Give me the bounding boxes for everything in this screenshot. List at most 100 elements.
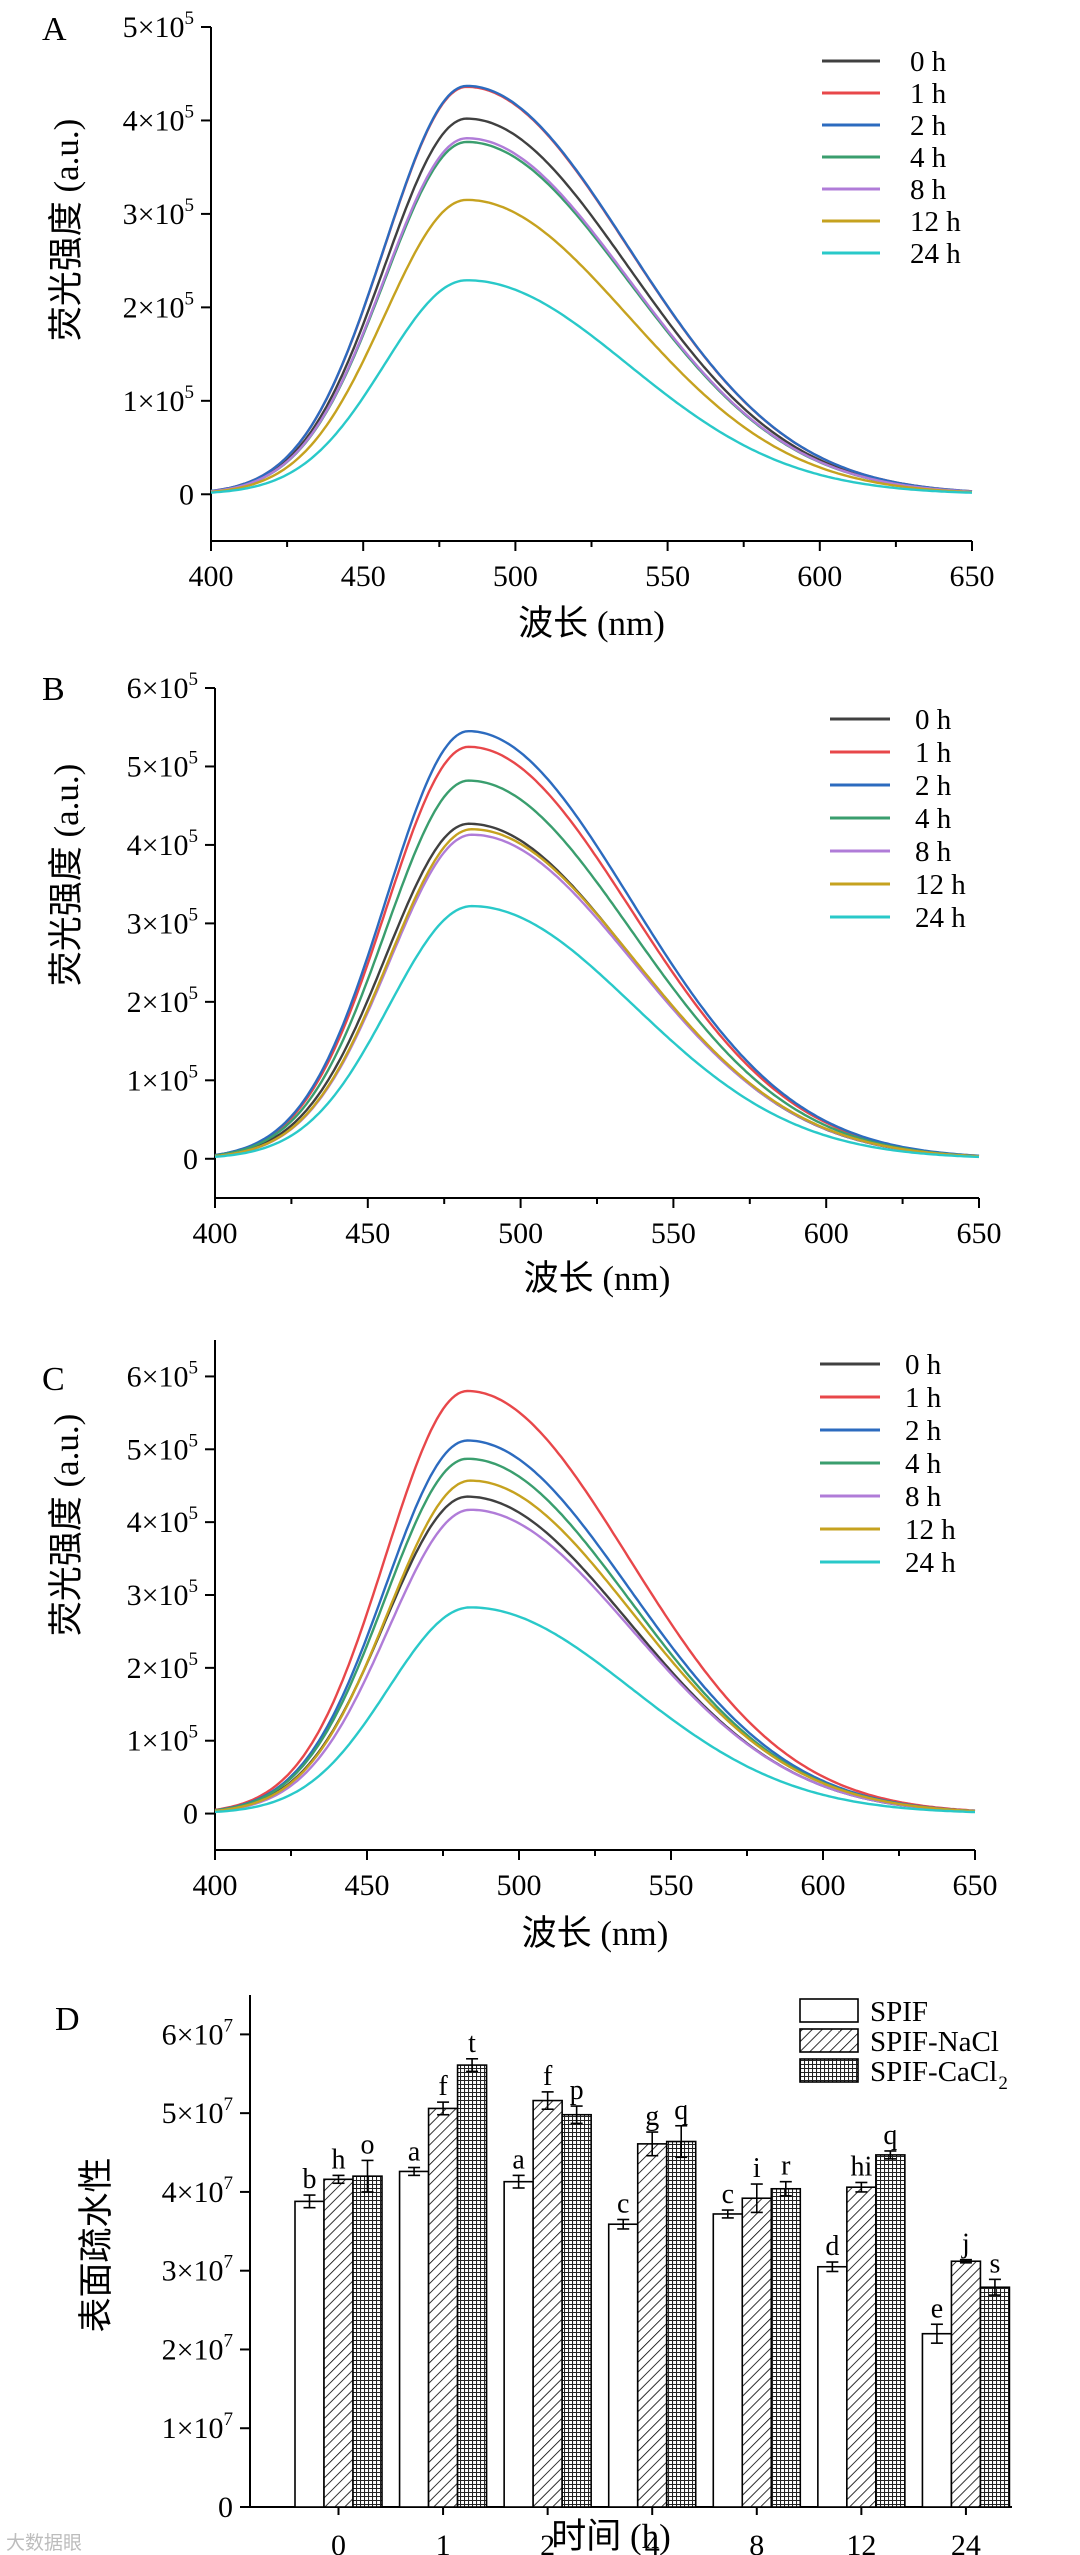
x-tick-label: 8 [749, 2529, 764, 2555]
series-line-8h [210, 136, 973, 493]
legend-subscript: 2 [998, 2073, 1008, 2094]
y-tick-label: 5×105 [127, 747, 198, 783]
significance-letter: hi [850, 2151, 872, 2182]
legend-label: 12 h [905, 1514, 956, 1546]
bar [503, 2180, 534, 2508]
bar [398, 2170, 430, 2508]
legend-label: 12 h [910, 206, 961, 238]
y-tick-label: 2×105 [127, 983, 198, 1019]
bar [979, 2286, 1011, 2508]
x-tick-label: 400 [193, 1869, 238, 1902]
series-line-1h [214, 1389, 976, 1812]
legend-label: 24 h [915, 902, 966, 934]
bar [875, 2154, 906, 2508]
significance-letter: c [722, 2179, 734, 2210]
y-tick-label: 0 [183, 1143, 198, 1176]
legend-label: 12 h [915, 869, 966, 901]
y-tick-label: 1×105 [127, 1722, 198, 1758]
x-tick-label: 550 [651, 1217, 696, 1250]
panel-label: A [42, 11, 67, 48]
legend-label: 8 h [910, 174, 947, 206]
significance-letter: c [617, 2188, 629, 2219]
legend-swatch [799, 2028, 859, 2053]
legend-swatch [799, 1998, 859, 2023]
significance-letter: s [989, 2248, 1000, 2279]
bar [323, 2178, 354, 2508]
significance-letter: a [512, 2144, 525, 2175]
series-line-12h [210, 198, 973, 494]
legend-label: 4 h [910, 142, 947, 174]
x-tick-label: 1 [436, 2529, 451, 2555]
y-tick-label: 1×105 [127, 1061, 198, 1097]
y-tick-label: 3×105 [123, 195, 194, 231]
y-tick-label: 0 [218, 2491, 233, 2524]
y-tick-label: 4×107 [162, 2173, 233, 2209]
y-tick-label: 6×105 [127, 669, 198, 705]
x-axis-title: 波长 (nm) [524, 1259, 671, 1298]
legend-label: 8 h [905, 1481, 942, 1513]
x-axis-title: 时间 (h) [551, 2517, 671, 2555]
bar [770, 2187, 802, 2508]
series-line-12h [214, 1479, 976, 1813]
series-line-4h [214, 1457, 976, 1813]
series-line-1h [210, 85, 973, 493]
series-line-2h [214, 730, 980, 1157]
x-tick-label: 0 [331, 2529, 346, 2555]
bar [294, 2200, 325, 2508]
y-tick-label: 3×107 [162, 2252, 233, 2288]
panel-a: A 0 1×105 2×105 3×105 4×105 5×105 400 450 500 550 6… [42, 8, 995, 643]
x-tick-label: 12 [846, 2529, 876, 2555]
y-tick-label: 4×105 [127, 826, 198, 862]
bar [712, 2213, 744, 2508]
legend-label: 2 h [910, 110, 947, 142]
significance-letter: d [825, 2231, 839, 2262]
legend-label: 0 h [905, 1349, 942, 1381]
bar [532, 2099, 563, 2508]
x-tick-label: 500 [493, 560, 538, 593]
legend-label: 0 h [915, 704, 952, 736]
significance-letter: f [438, 2071, 448, 2102]
x-axis-title: 波长 (nm) [522, 1914, 669, 1953]
series-line-8h [214, 1508, 976, 1813]
y-tick-label: 2×105 [127, 1649, 198, 1685]
bar [921, 2332, 953, 2508]
significance-letter: q [883, 2120, 897, 2151]
legend-label: 24 h [910, 238, 961, 270]
series-line-24h [214, 904, 980, 1159]
x-tick-label: 2 [540, 2529, 555, 2555]
panel-label: D [55, 2001, 80, 2038]
x-tick-label: 400 [193, 1217, 238, 1250]
y-axis-title: 荧光强度 (a.u.) [47, 1414, 86, 1637]
significance-letter: g [645, 2101, 659, 2132]
panel-label: C [42, 1361, 65, 1398]
bar [561, 2113, 592, 2508]
x-tick-label: 650 [957, 1217, 1002, 1250]
x-tick-label: 500 [498, 1217, 543, 1250]
y-tick-label: 4×105 [123, 101, 194, 137]
bar [352, 2175, 383, 2508]
bar [950, 2260, 982, 2508]
x-tick-label: 4 [645, 2529, 660, 2555]
legend-label: SPIF-NaCl [870, 2026, 999, 2058]
x-tick-label: 650 [953, 1869, 998, 1902]
x-tick-label: 450 [341, 560, 386, 593]
significance-letter: a [408, 2137, 421, 2168]
legend-label: 1 h [905, 1382, 942, 1414]
series-line-4h [214, 779, 980, 1158]
significance-letter: h [332, 2144, 346, 2175]
panel-label: B [42, 671, 65, 708]
legend-label: 2 h [905, 1415, 942, 1447]
y-tick-label: 2×105 [123, 288, 194, 324]
series-line-4h [210, 140, 973, 493]
y-tick-label: 0 [183, 1798, 198, 1831]
bar [427, 2107, 459, 2508]
significance-letter: b [303, 2164, 317, 2195]
x-tick-label: 400 [189, 560, 234, 593]
y-tick-label: 0 [179, 478, 194, 511]
significance-letter: t [468, 2028, 476, 2059]
x-tick-label: 500 [497, 1869, 542, 1902]
x-tick-label: 450 [345, 1869, 390, 1902]
x-tick-label: 600 [804, 1217, 849, 1250]
bar [456, 2064, 488, 2508]
